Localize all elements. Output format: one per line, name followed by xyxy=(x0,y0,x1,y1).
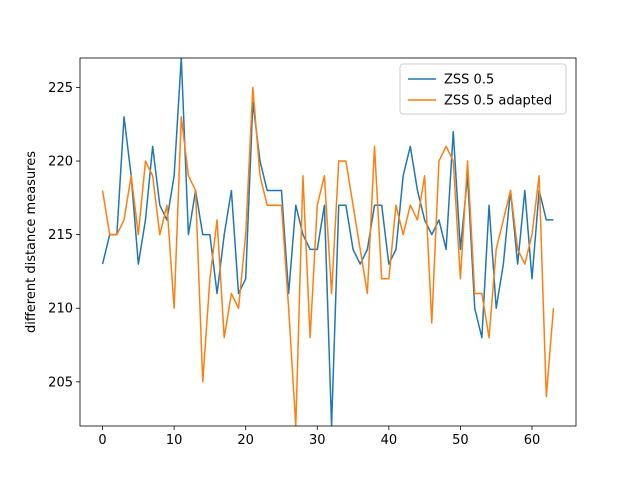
y-axis: 205 210 215 220 225 xyxy=(48,81,80,390)
x-tick-label: 50 xyxy=(452,433,469,448)
legend-label-2: ZSS 0.5 adapted xyxy=(444,94,552,109)
x-tick-label: 60 xyxy=(524,433,541,448)
legend-label-1: ZSS 0.5 xyxy=(444,73,494,88)
x-tick-label: 0 xyxy=(98,433,106,448)
plot-frame xyxy=(79,57,577,427)
x-axis: 0 10 20 30 40 50 60 xyxy=(98,426,540,448)
y-tick-label: 215 xyxy=(48,228,73,243)
x-tick-label: 10 xyxy=(166,433,183,448)
y-tick-label: 210 xyxy=(48,302,73,317)
x-tick-label: 30 xyxy=(309,433,326,448)
series-line-1 xyxy=(101,58,554,426)
y-tick-label: 205 xyxy=(48,375,73,390)
y-tick-label: 220 xyxy=(48,155,73,170)
x-tick-label: 20 xyxy=(237,433,254,448)
y-axis-label: different distance measures xyxy=(24,151,39,333)
plot-lines xyxy=(101,58,555,426)
legend-box xyxy=(399,63,567,115)
y-tick-label: 225 xyxy=(48,81,73,96)
x-tick-label: 40 xyxy=(381,433,398,448)
legend: ZSS 0.5 ZSS 0.5 adapted xyxy=(399,63,567,115)
series-line-2 xyxy=(101,86,555,426)
